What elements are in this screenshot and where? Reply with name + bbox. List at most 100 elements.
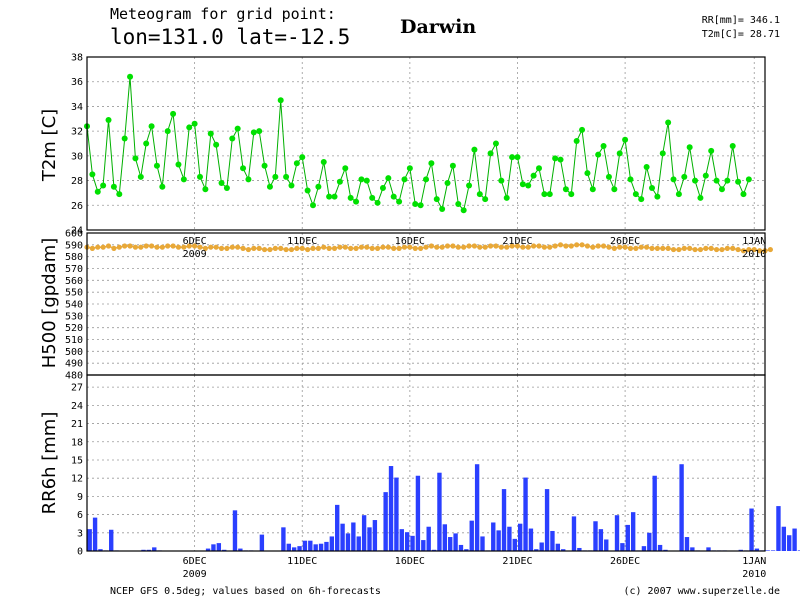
h500-point [181,244,187,250]
h500-point [724,245,730,251]
h500-point [218,245,225,251]
h500-point [730,245,736,251]
x-tick-year: 2010 [742,249,766,260]
t2m-point [336,178,343,185]
h500-point [525,244,531,250]
h500-point [450,243,456,249]
h500-point [348,245,354,251]
rr6h-bar [469,520,474,551]
rr6h-bar [765,550,770,551]
t2m-point [681,173,688,180]
rr6h-bar [109,529,114,551]
h500-point [767,246,773,253]
h500-point [455,244,461,250]
rr6h-bar [641,546,647,551]
t2m-point [541,191,548,198]
h500-point [703,245,709,251]
y-tick-label: 9 [77,492,83,503]
h500-point [138,244,144,250]
h500-point [654,245,660,251]
rr6h-bar [410,535,415,551]
t2m-point [202,186,209,193]
h500-point [611,245,617,251]
x-tick-label: 11DEC [287,556,317,567]
rr6h-bar [340,523,345,551]
h500-point [89,245,95,251]
rr6h-bar [593,521,598,551]
t2m-point [471,146,478,153]
t2m-point [627,176,634,183]
t2m-point [331,193,338,200]
y-tick-label: 580 [65,252,83,263]
t2m-point [584,170,591,177]
t2m-point [530,172,537,179]
rr6h-bar [351,522,356,551]
h500-point [509,243,515,249]
t2m-point [697,194,704,201]
rr6h-bar [448,537,453,551]
t2m-point [121,135,128,142]
x-tick-label: 1JAN [742,236,766,247]
h500-point [633,245,639,251]
rr6h-bar [238,548,243,551]
t2m-point [89,171,96,178]
rr6h-bar [98,549,103,551]
t2m-point [622,136,629,143]
rr6h-bar [577,547,582,551]
rr6h-bar [706,547,711,551]
h500-point [660,245,666,251]
h500-point [143,243,149,249]
t2m-point [374,199,381,206]
panel-frame [86,374,766,552]
y-tick-label: 15 [71,455,83,466]
y-tick-labels: 2426283032343638480490500510520530540550… [65,53,83,558]
rr6h-bar [571,516,577,551]
y-tick-label: 3 [77,528,83,539]
rr6h-bar [291,547,297,551]
rr6h-bar [335,504,340,551]
h500-point [574,242,580,248]
rr6h-bar [792,528,797,551]
panel-frames [86,56,766,552]
rr6h-bar [361,515,367,551]
h500-point [122,243,128,249]
h500-point [208,244,214,250]
y-tick-label: 30 [71,151,83,162]
t2m-point [250,129,257,136]
t2m-point [649,184,655,191]
h500-point [358,244,365,250]
t2m-point [536,165,542,172]
title-line1: Meteogram for grid point: [110,5,336,23]
rr6h-bar [652,475,657,551]
t2m-point [729,142,736,149]
t2m-point [573,138,580,145]
h500-point [498,244,504,250]
t2m-point [487,150,494,157]
h500-point [401,244,408,250]
t2m-point [315,183,322,190]
rr6h-bar [232,510,238,551]
h500-point [444,243,451,249]
y-tick-label: 34 [71,102,83,113]
x-tick-year: 2009 [183,569,207,580]
rr6h-bar [781,526,787,551]
h500-point [439,244,445,250]
t2m-point [659,150,666,157]
h500-point [213,244,219,250]
t2m-point [299,154,306,161]
h500-point [407,244,413,250]
t2m-point [272,173,279,180]
h500-point [127,243,133,249]
h500-point [622,244,628,250]
h500-point [434,244,440,250]
t2m-point [293,160,300,167]
rr6h-bar [281,527,286,551]
h500-point [428,243,434,249]
x-tick-year: 2010 [742,569,766,580]
x-tick-year: 2009 [183,249,207,260]
x-tick-label: 6DEC [183,556,207,567]
h500-point [600,243,607,249]
rr6h-bar [770,550,776,551]
t2m-point [568,191,575,198]
rr6h-bar [431,549,437,551]
